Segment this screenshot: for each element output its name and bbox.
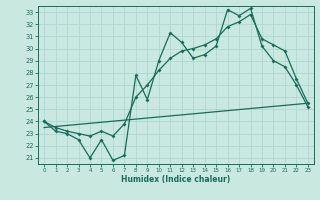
X-axis label: Humidex (Indice chaleur): Humidex (Indice chaleur) [121, 175, 231, 184]
